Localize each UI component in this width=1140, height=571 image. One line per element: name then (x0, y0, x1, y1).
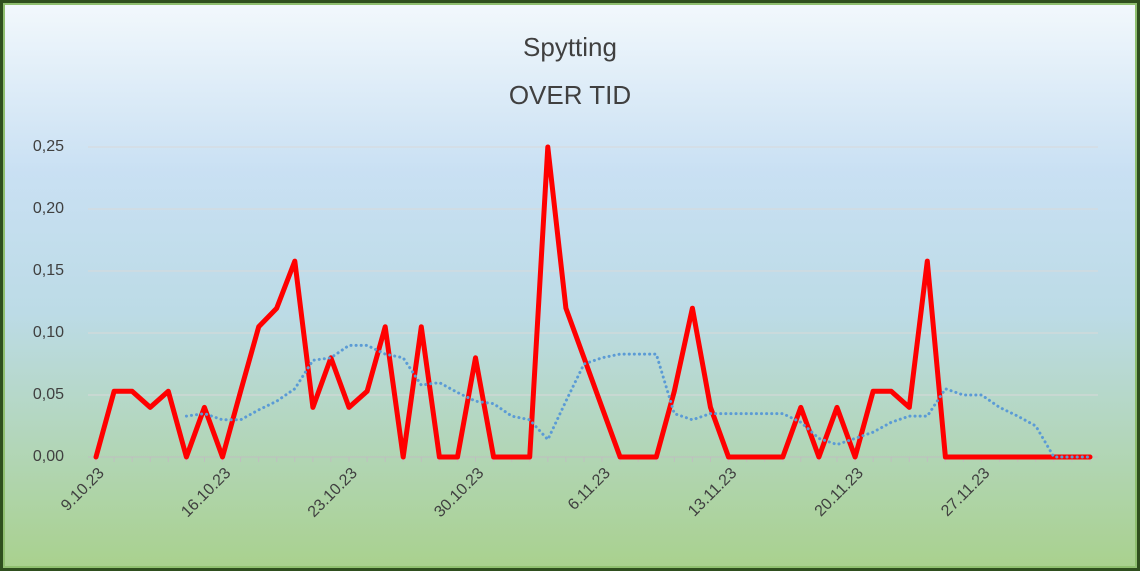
y-tick-label: 0,05 (33, 386, 64, 403)
chart-area (3, 3, 1137, 568)
y-tick-label: 0,00 (33, 448, 64, 465)
chart-title: Spytting (523, 32, 617, 62)
y-tick-label: 0,15 (33, 262, 64, 279)
series-line (93, 144, 1093, 460)
chart-title: OVER TID (509, 80, 631, 110)
y-tick-label: 0,25 (33, 138, 64, 155)
y-tick-label: 0,20 (33, 200, 64, 217)
y-tick-label: 0,10 (33, 324, 64, 341)
series-line (184, 343, 1092, 459)
